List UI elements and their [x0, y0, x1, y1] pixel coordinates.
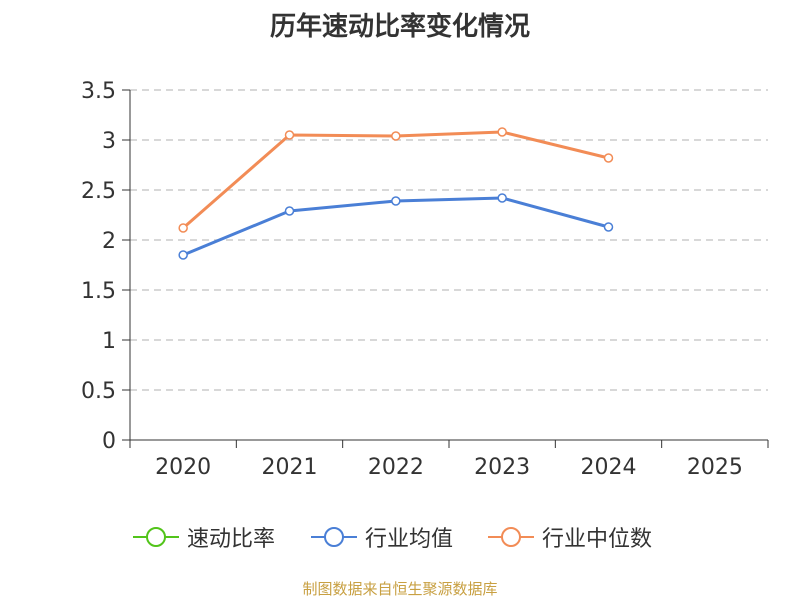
legend-label-industry-mean: 行业均值 — [365, 527, 454, 552]
data-point-2-0[interactable] — [178, 223, 188, 233]
chart-title: 历年速动比率变化情况 — [269, 12, 530, 42]
legend-label-industry-median: 行业中位数 — [542, 527, 653, 552]
legend-item-quick-ratio[interactable]: 速动比率 — [133, 520, 275, 554]
y-tick-label: 3 — [102, 129, 116, 154]
x-tick-label: 2021 — [262, 455, 318, 480]
data-point-1-0[interactable] — [178, 250, 188, 260]
y-tick-label: 1.5 — [81, 279, 116, 304]
x-tick-label: 2022 — [368, 455, 424, 480]
x-tick-label: 2020 — [155, 455, 211, 480]
y-tick-label: 3.5 — [81, 79, 116, 104]
y-tick-label: 0 — [102, 429, 116, 454]
data-point-1-4[interactable] — [603, 222, 614, 232]
x-tick-label: 2024 — [581, 455, 637, 480]
data-point-1-1[interactable] — [284, 206, 295, 216]
data-point-2-2[interactable] — [391, 131, 401, 141]
chart-legend: 速动比率 行业均值 行业中位数 — [0, 520, 800, 554]
data-point-1-3[interactable] — [497, 193, 507, 203]
data-point-1-2[interactable] — [391, 196, 401, 206]
data-point-2-4[interactable] — [603, 153, 614, 163]
source-note: 制图数据来自恒生聚源数据库 — [302, 580, 498, 598]
y-tick-label: 2 — [102, 229, 116, 254]
legend-item-industry-mean[interactable]: 行业均值 — [311, 520, 453, 554]
y-tick-label: 1 — [102, 329, 116, 354]
legend-swatch-industry-median — [488, 527, 534, 547]
data-point-2-3[interactable] — [497, 127, 507, 137]
data-point-2-1[interactable] — [284, 130, 295, 140]
legend-item-industry-median[interactable]: 行业中位数 — [488, 520, 652, 554]
y-tick-label: 2.5 — [81, 179, 116, 204]
legend-swatch-industry-mean — [311, 527, 357, 547]
x-tick-label: 2025 — [687, 455, 743, 480]
y-tick-label: 0.5 — [81, 379, 116, 404]
legend-swatch-quick-ratio — [133, 527, 179, 547]
x-tick-label: 2023 — [474, 455, 530, 480]
series-line-1 — [182, 196, 609, 257]
legend-label-quick-ratio: 速动比率 — [187, 527, 276, 552]
series-line-2 — [182, 130, 609, 230]
